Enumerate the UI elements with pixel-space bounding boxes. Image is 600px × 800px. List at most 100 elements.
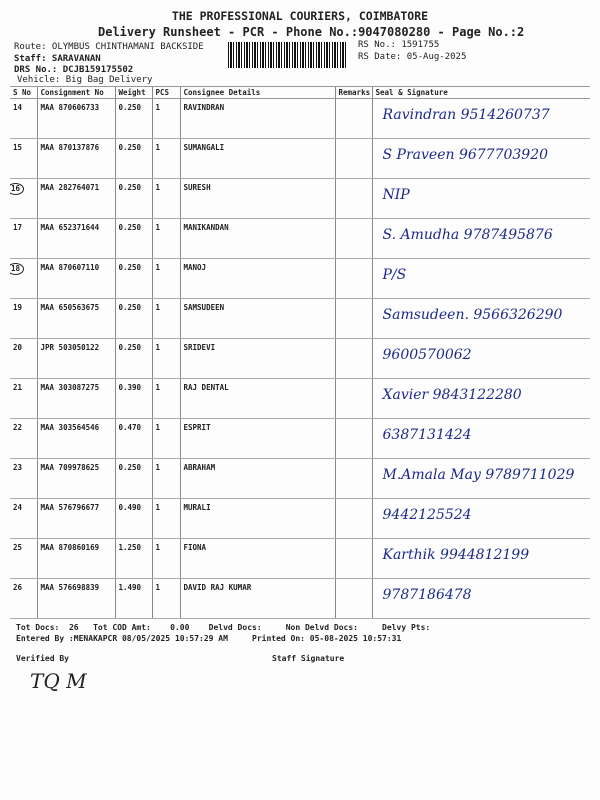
name-cell: SAMSUDEEN (179, 298, 335, 339)
table-row: 25 MAA 870860169 1.250 1 FIONA Karthik 994481… (10, 538, 590, 579)
sig-cell: M.Amala May 9789711029 (371, 458, 590, 499)
table-row: 20 JPR 503050122 0.250 1 SRIDEVI 9600570062 (10, 338, 590, 379)
sno-cell: 20 (10, 338, 37, 379)
barcode (228, 42, 348, 68)
wt-cell: 0.250 (114, 258, 152, 299)
wt-cell: 0.250 (114, 178, 152, 219)
name-cell: MURALI (179, 498, 335, 539)
pcs-cell: 1 (151, 538, 180, 579)
pcs-cell: 1 (151, 138, 180, 179)
name-cell: RAJ DENTAL (179, 378, 335, 419)
wt-cell: 0.250 (114, 218, 152, 259)
sno-cell: 26 (10, 578, 37, 619)
remarks-cell (334, 418, 372, 459)
cn-cell: MAA 303087275 (36, 378, 115, 419)
sig-cell: Karthik 9944812199 (371, 538, 590, 579)
runsheet-title: Delivery Runsheet - PCR - Phone No.:9047… (98, 25, 525, 39)
cn-cell: MAA 870137876 (36, 138, 115, 179)
wt-cell: 1.250 (114, 538, 152, 579)
pcs-cell: 1 (151, 218, 180, 259)
name-cell: MANIKANDAN (179, 218, 335, 259)
column-header: PCS (151, 86, 180, 99)
remarks-cell (334, 218, 372, 259)
wt-cell: 0.250 (114, 458, 152, 499)
table-row: 22 MAA 303564546 0.470 1 ESPRIT 6387131424 (10, 418, 590, 459)
column-header: Weight (114, 86, 152, 99)
name-cell: FIONA (179, 538, 335, 579)
table-row: 18 MAA 870607110 0.250 1 MANOJ P/S (10, 258, 590, 299)
wt-cell: 1.490 (114, 578, 152, 619)
pcs-cell: 1 (151, 98, 180, 139)
remarks-cell (334, 258, 372, 299)
sig-cell: S. Amudha 9787495876 (371, 218, 590, 259)
sno-cell: 15 (10, 138, 37, 179)
remarks-cell (334, 178, 372, 219)
cn-cell: MAA 709978625 (36, 458, 115, 499)
sig-cell: Ravindran 9514260737 (371, 98, 590, 139)
remarks-cell (334, 298, 372, 339)
footer: Tot Docs: 26 Tot COD Amt: 0.00 Delvd Doc… (0, 619, 600, 694)
verifier-signature: TQ M (30, 669, 87, 693)
sno-cell: 14 (10, 98, 37, 139)
cn-cell: MAA 650563675 (36, 298, 115, 339)
wt-cell: 0.250 (114, 98, 152, 139)
cn-cell: MAA 870860169 (36, 538, 115, 579)
cn-cell: MAA 303564546 (36, 418, 115, 459)
column-header: S No (10, 86, 37, 99)
remarks-cell (334, 138, 372, 179)
table-row: 14 MAA 870606733 0.250 1 RAVINDRAN Ravindran … (10, 98, 590, 139)
entered-by-line: Entered By :MENAKAPCR 08/05/2025 10:57:2… (16, 634, 402, 643)
sig-cell: 9442125524 (371, 498, 590, 539)
pcs-cell: 1 (151, 338, 180, 379)
table-row: 16 MAA 282764071 0.250 1 SURESH NIP (10, 178, 590, 219)
cn-cell: MAA 576698839 (36, 578, 115, 619)
pcs-cell: 1 (151, 418, 180, 459)
remarks-cell (334, 98, 372, 139)
name-cell: ESPRIT (179, 418, 335, 459)
cn-cell: MAA 576796677 (36, 498, 115, 539)
rs-number: RS No.: 1591755 (358, 40, 440, 50)
column-header: Remarks (334, 86, 372, 99)
sno-cell: 21 (10, 378, 37, 419)
table-row: 21 MAA 303087275 0.390 1 RAJ DENTAL Xavier 98… (10, 378, 590, 419)
table-row: 19 MAA 650563675 0.250 1 SAMSUDEEN Samsudeen.… (10, 298, 590, 339)
cn-cell: MAA 870607110 (36, 258, 115, 299)
sno-cell: 18 (10, 258, 37, 299)
column-header: Consignment No (36, 86, 115, 99)
sno-cell: 25 (10, 538, 37, 579)
sno-cell: 17 (10, 218, 37, 259)
table-row: 17 MAA 652371644 0.250 1 MANIKANDAN S. Amudha… (10, 218, 590, 259)
sig-cell: NIP (371, 178, 590, 219)
sig-cell: 9787186478 (371, 578, 590, 619)
remarks-cell (334, 498, 372, 539)
sig-cell: S Praveen 9677703920 (371, 138, 590, 179)
sig-cell: Samsudeen. 9566326290 (371, 298, 590, 339)
wt-cell: 0.490 (114, 498, 152, 539)
wt-cell: 0.250 (114, 138, 152, 179)
company-name: THE PROFESSIONAL COURIERS, COIMBATORE (171, 9, 429, 23)
consignment-table: S No Consignment No Weight PCS Consignee Det… (10, 86, 590, 619)
table-row: 23 MAA 709978625 0.250 1 ABRAHAM M.Amala May … (10, 458, 590, 499)
cn-cell: MAA 652371644 (36, 218, 115, 259)
route: Route: OLYMBUS CHINTHAMANI BACKSIDE (14, 42, 204, 52)
remarks-cell (334, 538, 372, 579)
remarks-cell (334, 378, 372, 419)
name-cell: SRIDEVI (179, 338, 335, 379)
verified-by-label: Verified By (16, 654, 69, 663)
pcs-cell: 1 (151, 458, 180, 499)
name-cell: SUMANGALI (179, 138, 335, 179)
wt-cell: 0.470 (114, 418, 152, 459)
sig-cell: 9600570062 (371, 338, 590, 379)
circled-serial: 16 (10, 183, 25, 195)
staff: Staff: SARAVANAN (14, 54, 101, 64)
sig-cell: P/S (371, 258, 590, 299)
sno-cell: 16 (10, 178, 37, 219)
name-cell: SURESH (179, 178, 335, 219)
cn-cell: JPR 503050122 (36, 338, 115, 379)
pcs-cell: 1 (151, 498, 180, 539)
sno-cell: 19 (10, 298, 37, 339)
column-header: Consignee Details (179, 86, 335, 99)
drs-number: DRS No.: DCJB159175502 (14, 65, 134, 75)
sno-cell: 24 (10, 498, 37, 539)
vehicle: Vehicle: Big Bag Delivery (17, 75, 153, 85)
